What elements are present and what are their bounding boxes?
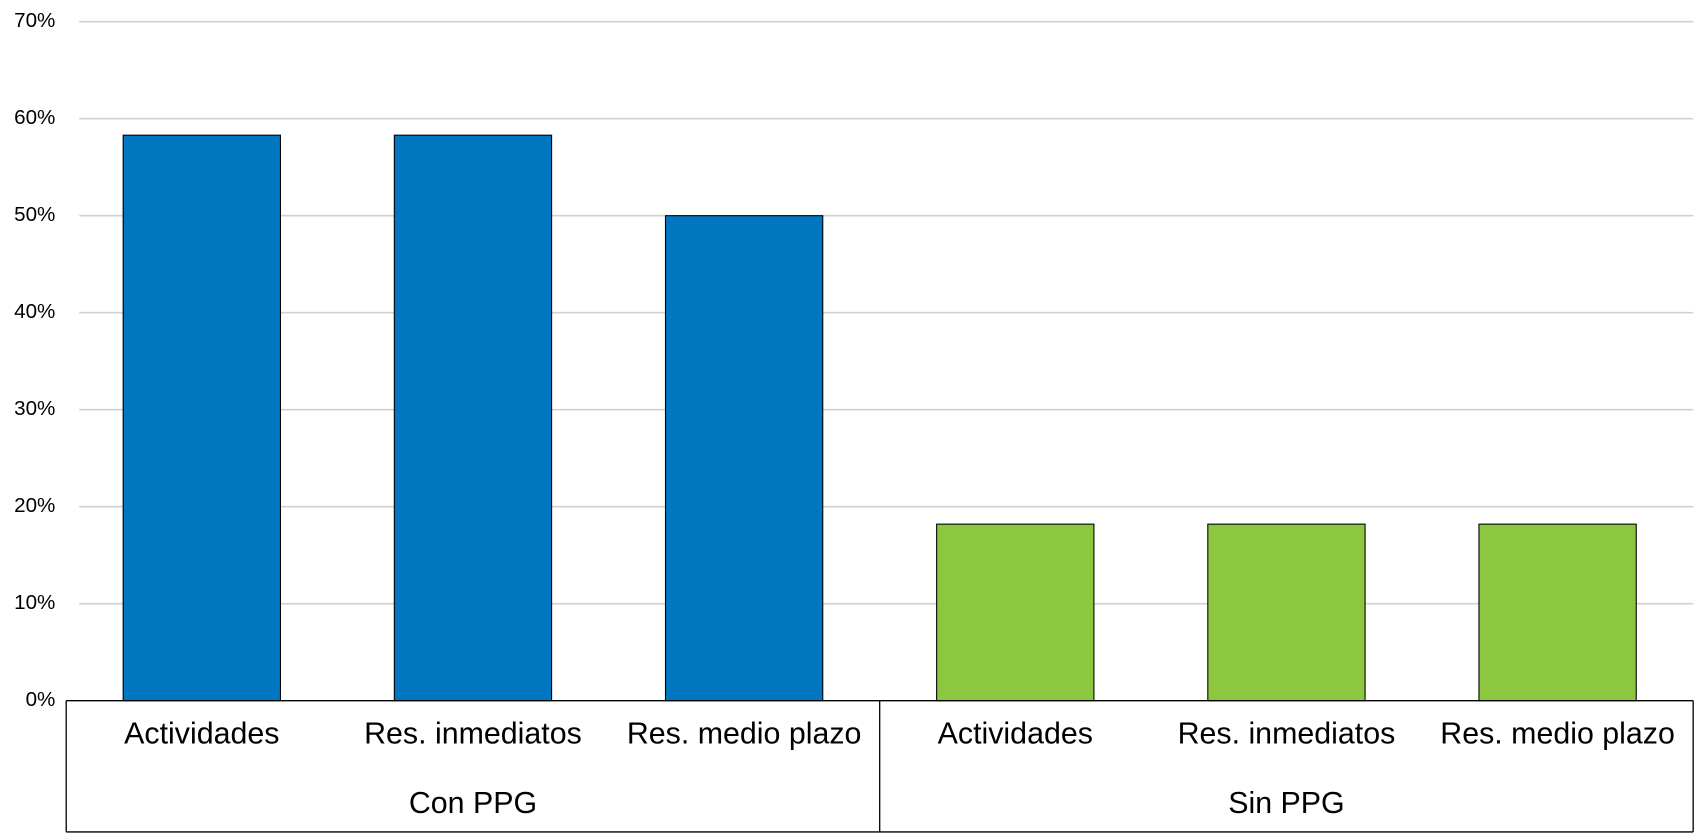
y-tick-label: 50% xyxy=(14,203,55,226)
bar xyxy=(393,134,553,702)
y-tick-label: 30% xyxy=(14,397,55,420)
y-tick-label: 40% xyxy=(14,300,55,323)
x-tick-label: Res. inmediatos xyxy=(364,717,582,750)
y-tick-label: 60% xyxy=(14,106,55,129)
group-label: Sin PPG xyxy=(1228,787,1344,820)
x-tick-label: Actividades xyxy=(124,717,279,750)
bar xyxy=(936,523,1095,702)
bar xyxy=(1478,523,1637,702)
y-tick-label: 0% xyxy=(26,688,56,711)
y-tick-label: 10% xyxy=(14,591,55,614)
group-label: Con PPG xyxy=(409,787,537,820)
bar xyxy=(1207,523,1366,702)
x-tick-label: Actividades xyxy=(938,717,1093,750)
bar xyxy=(664,215,824,702)
x-tick-label: Res. medio plazo xyxy=(627,717,862,750)
bar xyxy=(122,134,281,702)
y-tick-label: 70% xyxy=(14,9,55,32)
x-tick-label: Res. medio plazo xyxy=(1440,717,1675,750)
y-tick-label: 20% xyxy=(14,494,55,517)
x-tick-label: Res. inmediatos xyxy=(1178,717,1396,750)
